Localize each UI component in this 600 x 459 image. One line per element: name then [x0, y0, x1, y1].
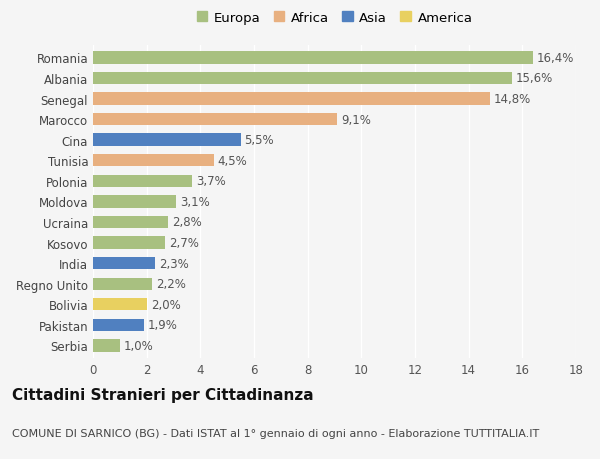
Text: 15,6%: 15,6% [515, 72, 553, 85]
Bar [93, 134, 241, 146]
Text: 2,7%: 2,7% [169, 236, 199, 250]
Bar [93, 155, 214, 167]
Bar [93, 257, 155, 270]
Text: 5,5%: 5,5% [245, 134, 274, 147]
Text: 16,4%: 16,4% [537, 52, 574, 65]
Text: 9,1%: 9,1% [341, 113, 371, 126]
Text: 14,8%: 14,8% [494, 93, 532, 106]
Bar [93, 175, 192, 188]
Text: 1,0%: 1,0% [124, 339, 154, 352]
Text: 2,3%: 2,3% [159, 257, 188, 270]
Bar [93, 237, 166, 249]
Text: 4,5%: 4,5% [218, 154, 248, 168]
Text: 3,1%: 3,1% [180, 196, 210, 208]
Bar [93, 52, 533, 64]
Bar [93, 216, 168, 229]
Text: 3,7%: 3,7% [196, 175, 226, 188]
Text: COMUNE DI SARNICO (BG) - Dati ISTAT al 1° gennaio di ogni anno - Elaborazione TU: COMUNE DI SARNICO (BG) - Dati ISTAT al 1… [12, 428, 539, 438]
Bar [93, 93, 490, 106]
Bar [93, 298, 146, 311]
Text: 1,9%: 1,9% [148, 319, 178, 332]
Bar [93, 319, 144, 331]
Bar [93, 340, 120, 352]
Text: 2,2%: 2,2% [156, 278, 186, 291]
Bar [93, 114, 337, 126]
Bar [93, 73, 512, 85]
Text: Cittadini Stranieri per Cittadinanza: Cittadini Stranieri per Cittadinanza [12, 387, 314, 403]
Legend: Europa, Africa, Asia, America: Europa, Africa, Asia, America [197, 12, 472, 25]
Bar [93, 196, 176, 208]
Text: 2,0%: 2,0% [151, 298, 181, 311]
Text: 2,8%: 2,8% [172, 216, 202, 229]
Bar [93, 278, 152, 290]
